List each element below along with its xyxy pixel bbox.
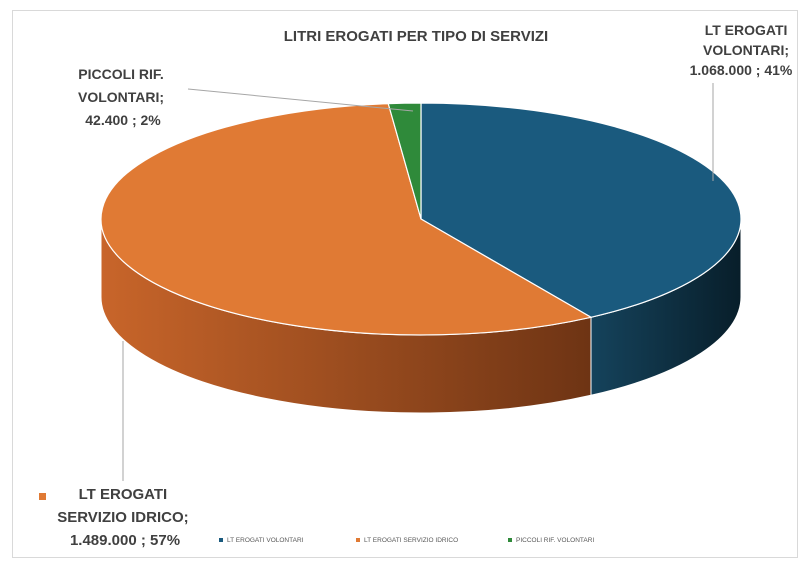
pie-slice-servizio-idrico xyxy=(100,102,593,336)
data-label-volontari: LT EROGATI VOLONTARI; 1.068.000 ; 41% xyxy=(690,22,793,78)
legend-item-volontari: LT EROGATI VOLONTARI xyxy=(219,537,304,544)
pie-tops xyxy=(100,102,742,336)
legend-marker-servizio-idrico xyxy=(356,538,360,542)
data-label-servizio-idrico: LT EROGATI SERVIZIO IDRICO; 1.489.000 ; … xyxy=(57,486,193,549)
legend-label-servizio-idrico: LT EROGATI SERVIZIO IDRICO xyxy=(364,537,458,544)
legend-label-volontari: LT EROGATI VOLONTARI xyxy=(227,537,304,544)
pie-slice-volontari xyxy=(420,102,742,318)
legend-marker-volontari xyxy=(219,538,223,542)
legend-item-servizio-idrico: LT EROGATI SERVIZIO IDRICO xyxy=(356,537,458,544)
data-label-piccoli-rif: PICCOLI RIF. VOLONTARI; 42.400 ; 2% xyxy=(78,66,168,128)
legend-marker-servizio-idrico-big xyxy=(39,493,46,500)
pie-slice-piccoli-rif xyxy=(387,102,422,220)
leader-line-piccoli-rif xyxy=(187,88,414,112)
legend-item-piccoli-rif: PICCOLI RIF. VOLONTARI xyxy=(508,537,594,544)
legend-marker-piccoli-rif xyxy=(508,538,512,542)
pie-chart: LITRI EROGATI PER TIPO DI SERVIZI LT ERO… xyxy=(39,22,793,549)
chart-frame: LITRI EROGATI PER TIPO DI SERVIZI LT ERO… xyxy=(12,10,798,558)
chart-title: LITRI EROGATI PER TIPO DI SERVIZI xyxy=(284,28,548,45)
leader-lines xyxy=(122,83,714,481)
legend: LT EROGATI VOLONTARI LT EROGATI SERVIZIO… xyxy=(39,493,594,544)
legend-label-piccoli-rif: PICCOLI RIF. VOLONTARI xyxy=(516,537,594,544)
